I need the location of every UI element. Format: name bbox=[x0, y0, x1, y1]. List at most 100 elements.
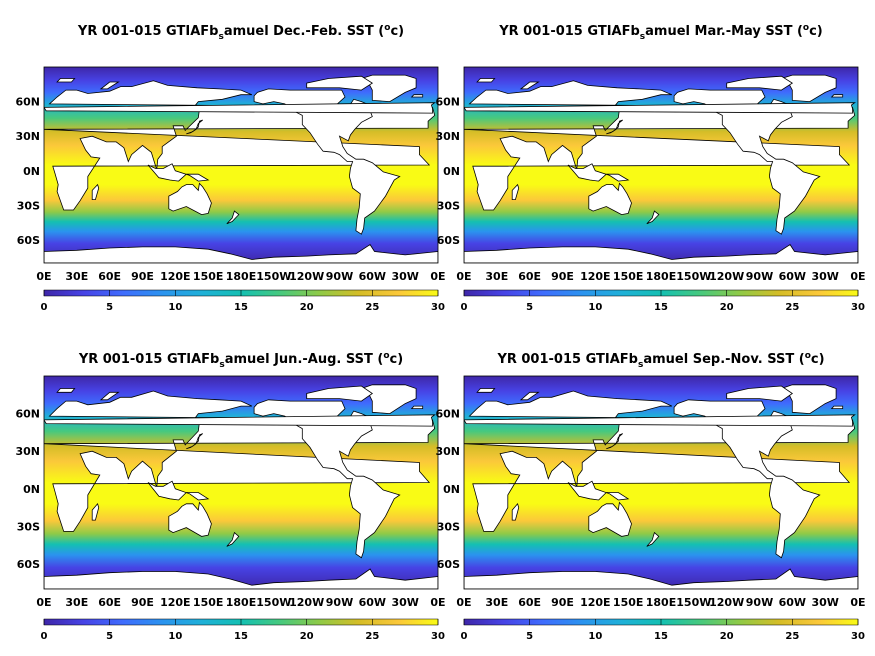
panel-title: YR 001-015 GTIAFbsamuel Mar.-May SST (oc… bbox=[498, 23, 823, 42]
lat-tick-label: 60N bbox=[15, 96, 40, 109]
canadian-archipelago bbox=[726, 385, 794, 402]
lon-tick-label: 30W bbox=[391, 596, 418, 609]
madagascar-island bbox=[511, 183, 520, 200]
colorbar-tick-label: 10 bbox=[588, 302, 602, 313]
map-axes-frame bbox=[43, 375, 439, 590]
lon-tick-label: 90E bbox=[131, 596, 154, 609]
lon-tick-label: 180E bbox=[226, 270, 256, 283]
panel-title-subscript: s bbox=[218, 32, 223, 42]
antarctica-landmass bbox=[44, 244, 438, 263]
lon-tick-label: 90W bbox=[746, 596, 773, 609]
lon-tick-label: 180E bbox=[646, 596, 676, 609]
lon-tick-label: 150E bbox=[613, 596, 643, 609]
lon-tick-label: 30E bbox=[65, 270, 88, 283]
lat-tick-label: 30N bbox=[15, 130, 40, 143]
newzealand-islands bbox=[226, 210, 240, 225]
lon-tick-label: 60E bbox=[98, 270, 121, 283]
panel-title-subscript: s bbox=[638, 360, 643, 370]
lat-tick-label: 60S bbox=[17, 234, 40, 247]
iceland-island bbox=[410, 94, 424, 98]
colorbar-tick-label: 25 bbox=[365, 302, 379, 313]
uk-islands bbox=[464, 414, 856, 427]
novaya-zemlya-island bbox=[519, 391, 540, 401]
lon-tick-label: 150E bbox=[193, 596, 223, 609]
lat-tick-label: 0N bbox=[23, 165, 40, 178]
lon-tick-label: 60W bbox=[779, 270, 806, 283]
colorbar-tick-label: 5 bbox=[526, 302, 533, 313]
lat-tick-label: 60S bbox=[437, 234, 460, 247]
panel-title-part: c) bbox=[390, 24, 404, 39]
indonesia-islands bbox=[147, 163, 210, 182]
uk-islands bbox=[464, 102, 856, 114]
map-panel-4: YR 001-015 GTIAFbsamuel Sep.-Nov. SST (o… bbox=[435, 351, 865, 642]
colorbar-tick-label: 20 bbox=[300, 631, 314, 642]
lon-tick-label: 30W bbox=[811, 270, 838, 283]
lon-tick-label: 60W bbox=[359, 596, 386, 609]
map-panel-2: YR 001-015 GTIAFbsamuel Mar.-May SST (oc… bbox=[435, 23, 865, 313]
colorbar: 0 5 10 15 20 25 30 bbox=[461, 618, 865, 642]
uk-islands bbox=[44, 414, 436, 427]
lon-tick-label: 90E bbox=[551, 270, 574, 283]
japan-islands bbox=[186, 119, 203, 135]
lat-tick-label: 60S bbox=[437, 558, 460, 571]
japan-islands bbox=[186, 433, 203, 450]
lon-tick-label: 30E bbox=[485, 596, 508, 609]
lon-tick-label: 60W bbox=[779, 596, 806, 609]
lat-tick-label: 0N bbox=[443, 483, 460, 496]
lon-tick-label: 120E bbox=[580, 270, 610, 283]
colorbar-tick-label: 10 bbox=[168, 631, 182, 642]
lon-tick-label: 0E bbox=[430, 270, 445, 283]
lon-tick-label: 60E bbox=[518, 270, 541, 283]
lon-tick-label: 30E bbox=[485, 270, 508, 283]
lon-tick-label: 120W bbox=[709, 270, 744, 283]
lon-tick-label: 60W bbox=[359, 270, 386, 283]
land-mask-group bbox=[464, 74, 858, 263]
panel-title-part: YR 001-015 GTIAFb bbox=[78, 352, 220, 367]
lon-tick-label: 30E bbox=[65, 596, 88, 609]
svalbard-island bbox=[476, 78, 496, 83]
colorbar-tick-label: 30 bbox=[851, 302, 865, 313]
lon-tick-label: 90E bbox=[551, 596, 574, 609]
map-panel-3: YR 001-015 GTIAFbsamuel Jun.-Aug. SST (o… bbox=[15, 351, 445, 642]
colorbar: 0 5 10 15 20 25 30 bbox=[461, 289, 865, 313]
lon-tick-label: 150E bbox=[613, 270, 643, 283]
lon-tick-label: 120W bbox=[709, 596, 744, 609]
lat-tick-label: 0N bbox=[23, 483, 40, 496]
lon-tick-label: 150W bbox=[256, 270, 291, 283]
lat-tick-label: 30S bbox=[437, 199, 460, 212]
map-axes-frame bbox=[463, 375, 859, 590]
lon-tick-label: 0E bbox=[36, 596, 51, 609]
colorbar-tick-label: 30 bbox=[851, 631, 865, 642]
panel-title-superscript: o bbox=[384, 23, 390, 33]
novaya-zemlya-island bbox=[99, 81, 120, 90]
map-axes-frame bbox=[463, 66, 859, 264]
lon-tick-label: 90W bbox=[326, 596, 353, 609]
lat-tick-label: 0N bbox=[443, 165, 460, 178]
madagascar-island bbox=[91, 183, 100, 200]
panel-title-superscript: o bbox=[803, 23, 809, 33]
colorbar-tick-label: 15 bbox=[234, 631, 248, 642]
australia-landmass bbox=[588, 501, 632, 537]
colorbar-tick-label: 20 bbox=[300, 302, 314, 313]
lon-tick-label: 180E bbox=[226, 596, 256, 609]
iceland-island bbox=[830, 405, 844, 409]
map-axes-frame bbox=[43, 66, 439, 264]
panel-title-subscript: s bbox=[640, 32, 645, 42]
antarctica-landmass bbox=[44, 568, 438, 589]
svalbard-island bbox=[56, 388, 76, 393]
lon-tick-label: 30W bbox=[811, 596, 838, 609]
lat-tick-label: 30S bbox=[17, 199, 40, 212]
svalbard-island bbox=[56, 78, 76, 83]
lon-tick-label: 120W bbox=[289, 596, 324, 609]
madagascar-island bbox=[511, 502, 520, 521]
lon-tick-label: 90W bbox=[746, 270, 773, 283]
australia-landmass bbox=[168, 501, 212, 537]
lat-tick-label: 30S bbox=[17, 520, 40, 533]
canadian-archipelago bbox=[306, 75, 374, 91]
panel-title-part: amuel Mar.-May SST ( bbox=[645, 24, 803, 39]
lon-tick-label: 60E bbox=[518, 596, 541, 609]
lat-tick-label: 30N bbox=[435, 445, 460, 458]
land-mask-group bbox=[44, 74, 438, 263]
lon-tick-label: 0E bbox=[430, 596, 445, 609]
